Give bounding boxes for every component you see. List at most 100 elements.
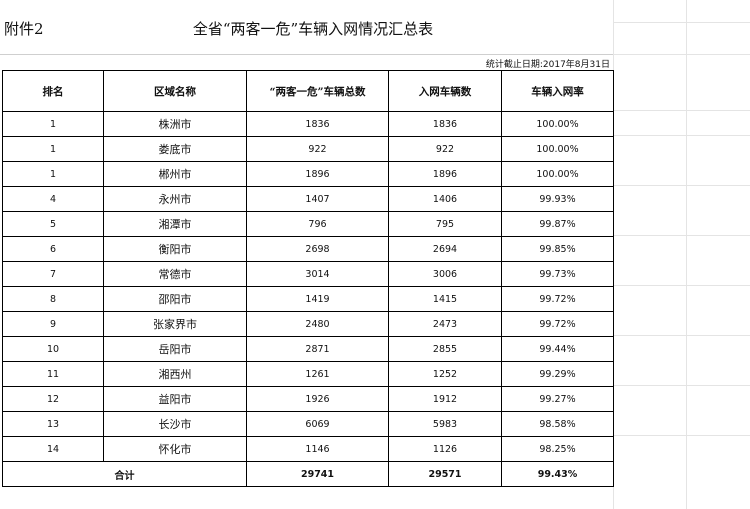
cell-rate: 98.25%: [501, 436, 614, 462]
cell-region: 益阳市: [103, 386, 247, 412]
total-vehicles: 29741: [246, 461, 389, 487]
cell-rank: 8: [2, 286, 104, 312]
cell-online: 1836: [388, 111, 502, 137]
sheet-gridline: [613, 22, 750, 23]
cell-region: 湘西州: [103, 361, 247, 387]
column-header-total: “两客一危”车辆总数: [246, 70, 389, 112]
sheet-gridline: [613, 285, 750, 286]
sheet-gridline: [613, 335, 750, 336]
cell-total: 1836: [246, 111, 389, 137]
total-online: 29571: [388, 461, 502, 487]
cell-rate: 99.72%: [501, 286, 614, 312]
table-row: 13 长沙市 6069 5983 98.58%: [2, 411, 614, 437]
cell-total: 2480: [246, 311, 389, 337]
sheet-gridline: [613, 135, 750, 136]
cell-region: 长沙市: [103, 411, 247, 437]
table-header-row: 排名 区域名称 “两客一危”车辆总数 入网车辆数 车辆入网率: [2, 70, 614, 112]
cell-rank: 14: [2, 436, 104, 462]
cell-total: 1146: [246, 436, 389, 462]
sheet-gridline: [613, 0, 614, 509]
cell-region: 邵阳市: [103, 286, 247, 312]
table-row: 1 娄底市 922 922 100.00%: [2, 136, 614, 162]
total-rate: 99.43%: [501, 461, 614, 487]
cell-rate: 99.93%: [501, 186, 614, 212]
cell-region: 娄底市: [103, 136, 247, 162]
cell-online: 795: [388, 211, 502, 237]
cell-online: 5983: [388, 411, 502, 437]
cell-rate: 99.73%: [501, 261, 614, 287]
cell-region: 常德市: [103, 261, 247, 287]
cell-rank: 1: [2, 161, 104, 187]
cell-total: 1407: [246, 186, 389, 212]
total-label: 合计: [2, 461, 247, 487]
sheet-gridline: [613, 54, 750, 55]
cell-rank: 13: [2, 411, 104, 437]
sheet-gridline: [613, 110, 750, 111]
table-row: 12 益阳市 1926 1912 99.27%: [2, 386, 614, 412]
cell-region: 永州市: [103, 186, 247, 212]
table-row: 4 永州市 1407 1406 99.93%: [2, 186, 614, 212]
cell-rank: 6: [2, 236, 104, 262]
title-divider: [0, 54, 613, 55]
attachment-label: 附件2: [4, 20, 44, 38]
sheet-gridline: [613, 235, 750, 236]
cell-total: 6069: [246, 411, 389, 437]
table-row: 6 衡阳市 2698 2694 99.85%: [2, 236, 614, 262]
cell-rank: 1: [2, 111, 104, 137]
cell-region: 郴州市: [103, 161, 247, 187]
cell-total: 796: [246, 211, 389, 237]
cell-online: 1406: [388, 186, 502, 212]
cell-rate: 99.72%: [501, 311, 614, 337]
table-row: 1 株洲市 1836 1836 100.00%: [2, 111, 614, 137]
cell-rate: 99.44%: [501, 336, 614, 362]
stat-date: 统计截止日期:2017年8月31日: [485, 60, 610, 70]
cell-rate: 98.58%: [501, 411, 614, 437]
table-row: 1 郴州市 1896 1896 100.00%: [2, 161, 614, 187]
table-row: 9 张家界市 2480 2473 99.72%: [2, 311, 614, 337]
table-row: 7 常德市 3014 3006 99.73%: [2, 261, 614, 287]
column-header-region: 区域名称: [103, 70, 247, 112]
page-title: 全省“两客一危”车辆入网情况汇总表: [192, 20, 434, 38]
cell-rank: 11: [2, 361, 104, 387]
cell-rank: 4: [2, 186, 104, 212]
cell-total: 922: [246, 136, 389, 162]
table-row: 10 岳阳市 2871 2855 99.44%: [2, 336, 614, 362]
cell-online: 2694: [388, 236, 502, 262]
cell-rank: 10: [2, 336, 104, 362]
cell-rate: 99.29%: [501, 361, 614, 387]
cell-region: 怀化市: [103, 436, 247, 462]
cell-rate: 99.27%: [501, 386, 614, 412]
cell-online: 2473: [388, 311, 502, 337]
cell-rate: 99.87%: [501, 211, 614, 237]
cell-rate: 100.00%: [501, 161, 614, 187]
sheet-gridline: [613, 385, 750, 386]
cell-region: 张家界市: [103, 311, 247, 337]
cell-online: 1415: [388, 286, 502, 312]
cell-region: 湘潭市: [103, 211, 247, 237]
cell-total: 1926: [246, 386, 389, 412]
cell-online: 922: [388, 136, 502, 162]
cell-rank: 1: [2, 136, 104, 162]
cell-rate: 100.00%: [501, 136, 614, 162]
cell-total: 3014: [246, 261, 389, 287]
cell-online: 1126: [388, 436, 502, 462]
table-row: 5 湘潭市 796 795 99.87%: [2, 211, 614, 237]
table-row: 11 湘西州 1261 1252 99.29%: [2, 361, 614, 387]
table-total-row: 合计 29741 29571 99.43%: [2, 461, 614, 487]
cell-rank: 12: [2, 386, 104, 412]
cell-online: 1912: [388, 386, 502, 412]
cell-total: 2871: [246, 336, 389, 362]
column-header-rank: 排名: [2, 70, 104, 112]
sheet-gridline: [686, 0, 687, 509]
cell-total: 1896: [246, 161, 389, 187]
cell-rank: 9: [2, 311, 104, 337]
cell-rank: 7: [2, 261, 104, 287]
cell-region: 岳阳市: [103, 336, 247, 362]
column-header-rate: 车辆入网率: [501, 70, 614, 112]
cell-rank: 5: [2, 211, 104, 237]
cell-total: 1261: [246, 361, 389, 387]
table-row: 14 怀化市 1146 1126 98.25%: [2, 436, 614, 462]
cell-online: 3006: [388, 261, 502, 287]
column-header-online: 入网车辆数: [388, 70, 502, 112]
cell-rate: 99.85%: [501, 236, 614, 262]
